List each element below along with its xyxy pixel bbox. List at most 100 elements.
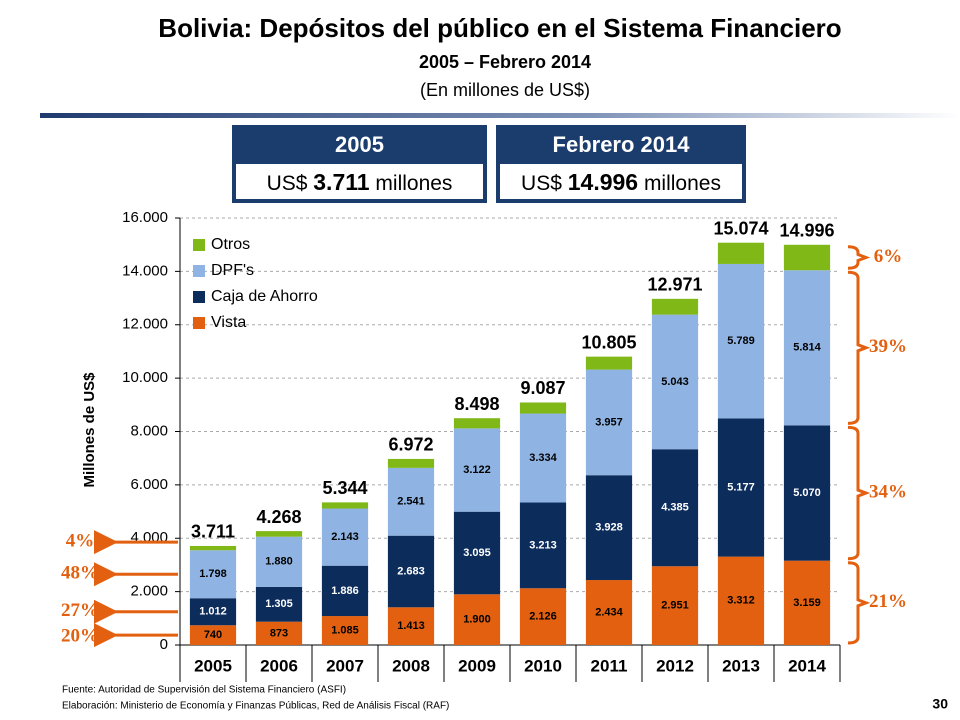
value-label: 1.012 (199, 606, 227, 618)
bar-segment (189, 625, 237, 645)
bar-segment (651, 566, 699, 645)
total-label: 5.344 (322, 478, 367, 498)
bar-segment (651, 314, 699, 450)
bar-segment (783, 560, 831, 645)
box-suffix: millones (644, 172, 721, 195)
bar-segment (387, 458, 435, 468)
bar-segment (189, 598, 237, 626)
legend-swatch (193, 239, 205, 251)
value-label: 3.928 (595, 522, 623, 534)
bar-segment (717, 418, 765, 557)
total-label: 3.711 (191, 522, 235, 542)
x-tick-label: 2008 (392, 656, 430, 675)
value-label: 3.334 (529, 452, 557, 464)
share-label: 39% (869, 336, 907, 357)
bar-segment (321, 565, 369, 617)
value-label: 1.085 (331, 624, 359, 636)
value-label: 2.951 (661, 600, 689, 612)
box-number: 14.996 (568, 169, 638, 195)
bar-segment (585, 475, 633, 581)
total-label: 10.805 (581, 332, 636, 352)
bar-segment (255, 536, 303, 587)
share-label: 6% (874, 246, 903, 267)
bar-segment (453, 428, 501, 512)
box-body (500, 164, 742, 199)
legend-label: Caja de Ahorro (211, 288, 318, 305)
x-tick-label: 2011 (591, 656, 628, 675)
bar-segment (717, 242, 765, 264)
y-tick-label: 12.000 (122, 316, 168, 333)
bar-segment (255, 586, 303, 622)
y-tick-label: 16.000 (122, 209, 168, 226)
bar-segment (321, 502, 369, 509)
total-label: 8.498 (454, 394, 499, 414)
legend-label: Vista (211, 314, 246, 331)
x-tick-label: 2007 (326, 656, 364, 675)
x-tick-label: 2012 (656, 656, 694, 675)
x-tick-label: 2014 (788, 656, 826, 675)
share-brace (847, 425, 871, 561)
y-tick-label: 2.000 (130, 583, 168, 600)
y-tick-label: 4.000 (130, 529, 168, 546)
share-label: 34% (869, 481, 907, 502)
bar-segment (585, 356, 633, 370)
value-label: 5.043 (661, 376, 689, 388)
value-label: 3.122 (463, 464, 491, 476)
x-tick-label: 2005 (194, 656, 232, 675)
y-tick-label: 8.000 (130, 422, 168, 439)
bar-segment (519, 402, 567, 414)
value-label: 3.957 (595, 416, 623, 428)
total-label: 4.268 (256, 507, 301, 527)
bar-segment (189, 545, 237, 551)
bar-segment (651, 449, 699, 567)
value-label: 2.126 (529, 611, 557, 623)
unit-note: (En millones de US$) (420, 80, 590, 100)
bar-segment (519, 588, 567, 645)
x-tick-label: 2010 (524, 656, 562, 675)
value-label: 1.880 (265, 556, 293, 568)
box-suffix: millones (375, 172, 452, 195)
share-label: 27% (61, 600, 99, 621)
bar-segment (585, 369, 633, 476)
value-label: 1.305 (265, 598, 293, 610)
total-label: 12.971 (647, 275, 702, 295)
y-axis-label: Millones de US$ (81, 372, 98, 488)
bar-segment (453, 511, 501, 595)
value-label: 3.312 (727, 595, 755, 607)
box-prefix: US$ (521, 172, 562, 195)
value-label: 3.095 (463, 547, 491, 559)
page-number: 30 (932, 696, 948, 712)
share-label: 4% (66, 530, 95, 551)
legend-swatch (193, 317, 205, 329)
value-label: 3.213 (529, 539, 557, 551)
legend-swatch (193, 291, 205, 303)
legend-swatch (193, 265, 205, 277)
value-label: 3.159 (793, 597, 821, 609)
value-label: 1.886 (331, 585, 359, 597)
y-tick-label: 14.000 (122, 262, 168, 279)
bar-segment (453, 594, 501, 645)
bar-segment (321, 616, 369, 645)
share-brace (847, 561, 871, 645)
x-tick-label: 2009 (458, 656, 496, 675)
bar-segment (453, 418, 501, 429)
value-label: 2.541 (397, 496, 425, 508)
bar-segment (783, 244, 831, 271)
y-tick-label: 6.000 (130, 476, 168, 493)
value-label: 2.143 (331, 531, 359, 543)
box-body (236, 164, 483, 199)
bar-segment (255, 621, 303, 645)
value-label: 5.177 (727, 481, 755, 493)
value-label: 1.900 (463, 614, 491, 626)
share-label: 21% (869, 591, 907, 612)
y-tick-label: 10.000 (122, 369, 168, 386)
bar-segment (387, 535, 435, 608)
subtitle: 2005 – Febrero 2014 (419, 52, 591, 72)
total-label: 9.087 (520, 378, 565, 398)
total-label: 14.996 (779, 221, 834, 241)
title: Bolivia: Depósitos del público en el Sis… (158, 13, 841, 43)
box-amount: US$ 3.711 millones (267, 169, 453, 195)
share-label: 20% (61, 625, 99, 646)
legend-label: DPF's (211, 262, 254, 279)
